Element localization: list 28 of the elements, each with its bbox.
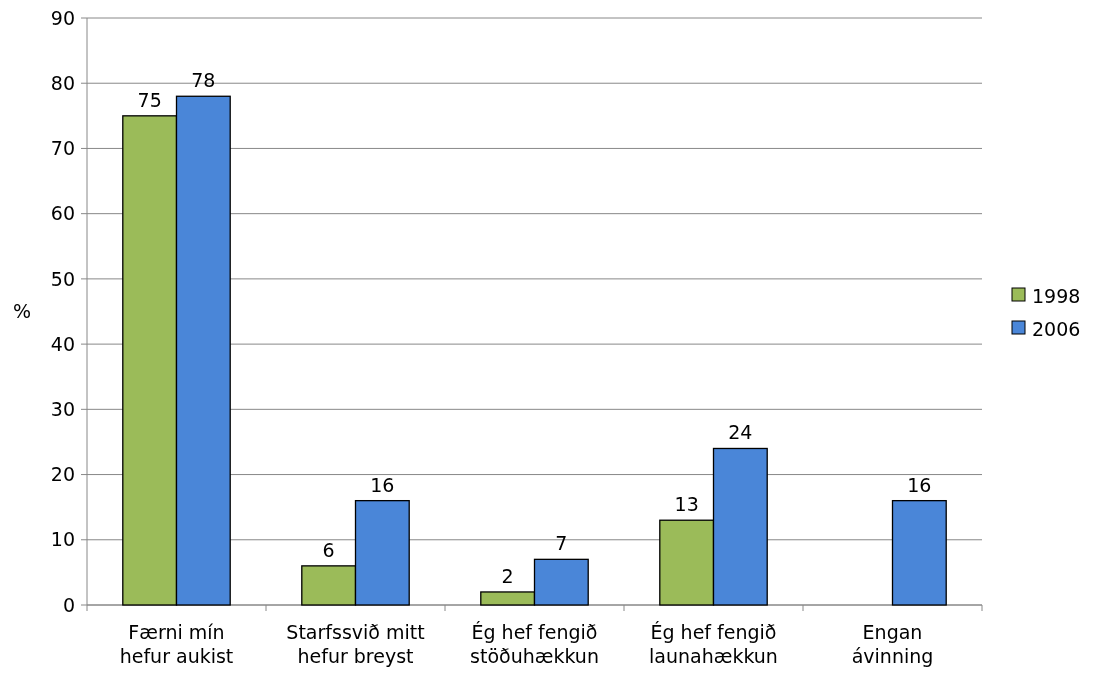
data-label: 13 [674, 493, 699, 516]
x-tick-label: Ég hef fengið launahækkun [649, 621, 778, 667]
y-tick-label: 70 [50, 137, 75, 160]
x-tick-label: Færni mín hefur aukist [119, 621, 234, 667]
data-label: 6 [322, 538, 335, 561]
y-tick-label: 10 [50, 528, 75, 551]
y-tick-label: 90 [50, 6, 75, 29]
data-label: 16 [370, 473, 395, 496]
y-tick-label: 50 [50, 267, 75, 290]
data-label: 24 [728, 421, 753, 444]
y-tick-label: 80 [50, 71, 75, 94]
y-tick-label: 60 [50, 202, 75, 225]
x-tick-label: Engan ávinning [851, 621, 934, 667]
x-tick-label: Ég hef fengið stöðuhækkun [470, 621, 599, 667]
y-tick-label: 40 [50, 332, 75, 355]
legend-label: 1998 [1032, 284, 1081, 307]
y-tick-label: 0 [62, 593, 75, 616]
x-tick-label: Starfssvið mitt hefur breyst [286, 621, 425, 667]
y-tick-label: 30 [50, 397, 75, 420]
data-label: 7 [555, 532, 568, 555]
data-label: 75 [137, 88, 162, 111]
bar [891, 499, 947, 606]
y-tick-label: 20 [50, 463, 75, 486]
data-label: 78 [191, 69, 216, 92]
data-label: 16 [907, 473, 932, 496]
data-label: 2 [501, 564, 514, 587]
legend-label: 2006 [1032, 317, 1081, 340]
y-axis-title: % [12, 300, 32, 322]
